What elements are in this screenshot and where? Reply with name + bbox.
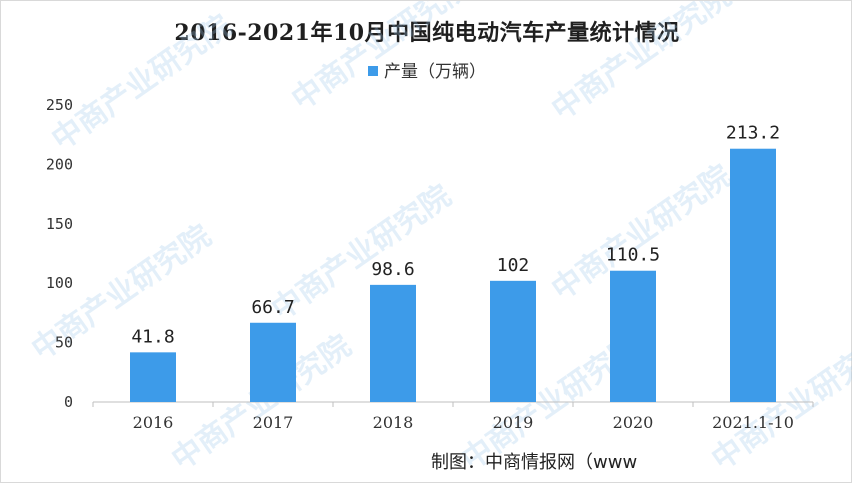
- watermark-text: 中商产业研究院: [286, 1, 478, 118]
- bars-layer: [130, 148, 776, 402]
- watermark-text: 中商产业研究院: [46, 8, 238, 157]
- x-tick-label: 2016: [133, 413, 174, 432]
- watermark-text: 中商产业研究院: [546, 1, 738, 128]
- data-label: 213.2: [726, 123, 780, 144]
- data-label: 41.8: [131, 326, 174, 347]
- x-tick-label: 2017: [253, 413, 294, 432]
- y-tick-label: 250: [46, 96, 73, 114]
- data-label: 98.6: [371, 259, 414, 280]
- bar-2020: [610, 270, 656, 402]
- x-tick-label: 2021.1-10: [712, 413, 794, 432]
- data-label: 102: [497, 255, 530, 276]
- chart-legend: 产量（万辆）: [1, 57, 852, 82]
- x-tick-label: 2019: [493, 413, 534, 432]
- watermark-text: 中商产业研究院: [706, 328, 852, 477]
- bar-2017: [250, 322, 296, 402]
- y-tick-label: 200: [46, 155, 73, 173]
- bar-2016: [130, 352, 176, 402]
- bar-2018: [370, 284, 416, 402]
- x-tick-label: 2020: [613, 413, 654, 432]
- bar-2019: [490, 280, 536, 402]
- legend-swatch: [368, 66, 378, 76]
- y-tick-label: 150: [46, 215, 73, 233]
- y-tick-label: 50: [55, 334, 73, 352]
- chart-credit: 制图：中商情报网（www: [431, 452, 638, 473]
- labels-layer: 41.8 2016 66.7 2017 98.6 2018 102 2019 110.5 2020…: [131, 123, 794, 432]
- data-label: 110.5: [606, 245, 660, 266]
- x-tick-label: 2018: [373, 413, 414, 432]
- y-tick-label: 100: [46, 274, 73, 292]
- data-label: 66.7: [251, 297, 294, 318]
- axes-layer: 0 50 100 150 200 250: [46, 96, 814, 411]
- legend-label: 产量（万辆）: [384, 62, 486, 82]
- y-tick-label: 0: [64, 393, 73, 411]
- bar-2021.1-10: [730, 148, 776, 402]
- chart-title: 2016-2021年10月中国纯电动汽车产量统计情况: [174, 20, 680, 46]
